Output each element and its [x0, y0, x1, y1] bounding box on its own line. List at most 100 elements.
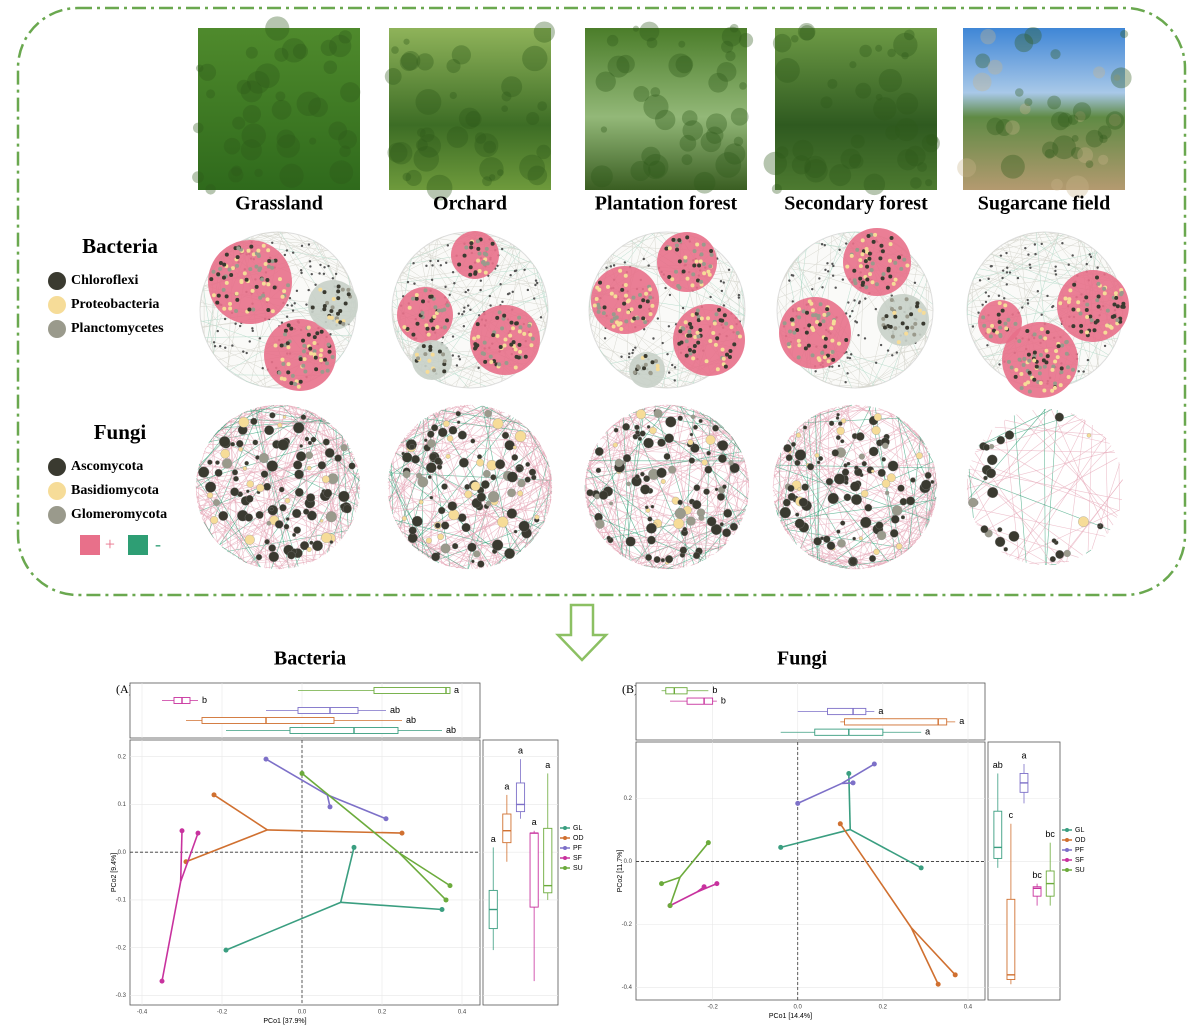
- x-tick-label: -0.2: [707, 1005, 718, 1011]
- fungi-node: [1054, 412, 1064, 422]
- fungi-node: [329, 540, 334, 544]
- legend-label: SF: [573, 855, 582, 862]
- fungi-node: [322, 438, 330, 446]
- module-node: [319, 329, 324, 334]
- photo-texture: [873, 97, 897, 121]
- fungi-node: [983, 443, 991, 451]
- photo-texture: [1097, 125, 1112, 140]
- fungi-node: [980, 525, 989, 534]
- network-node: [824, 268, 827, 272]
- module-node: [411, 296, 416, 301]
- network-edge: [290, 405, 361, 491]
- module-node: [303, 369, 308, 374]
- module-node: [322, 307, 327, 312]
- letter: a: [532, 817, 537, 827]
- module-node: [831, 357, 836, 362]
- network-node: [737, 293, 741, 297]
- photo-texture: [328, 121, 348, 141]
- module-node: [667, 246, 672, 251]
- network-edge: [815, 415, 820, 561]
- network-edge: [674, 424, 721, 569]
- fungi-node: [861, 489, 869, 498]
- module-node: [888, 242, 893, 247]
- network-edge: [968, 235, 1070, 296]
- module-node: [821, 319, 826, 324]
- module-node: [1065, 365, 1070, 370]
- module-node: [1092, 328, 1097, 333]
- photo-texture: [706, 126, 724, 144]
- module-node: [1006, 317, 1011, 322]
- network-edge: [1085, 549, 1092, 554]
- module-node: [1115, 318, 1120, 323]
- fungi-node: [292, 532, 297, 537]
- photo-texture: [449, 91, 457, 100]
- fungi-node: [622, 423, 630, 431]
- module-node: [722, 313, 727, 318]
- network-edge: [973, 252, 1098, 279]
- module-node: [685, 276, 690, 281]
- fungi-node: [464, 490, 473, 499]
- network-node: [439, 264, 443, 267]
- module-node: [302, 343, 307, 348]
- fungi-node: [665, 555, 674, 564]
- network-node: [462, 325, 466, 328]
- module-node: [308, 346, 313, 351]
- fungi-node: [801, 483, 809, 491]
- module-node: [1026, 352, 1031, 357]
- fungi-node: [409, 443, 415, 450]
- module-node: [844, 338, 849, 343]
- fungi-node: [873, 548, 880, 555]
- module-node: [485, 261, 490, 266]
- module-node: [655, 363, 660, 368]
- fungi-node: [246, 489, 250, 494]
- network-edge: [859, 370, 904, 389]
- network-node: [642, 328, 646, 331]
- fungi-node: [594, 447, 604, 456]
- network-edge: [221, 427, 291, 569]
- module-node: [1009, 365, 1014, 370]
- module-node: [892, 310, 897, 315]
- module-node: [1019, 372, 1024, 377]
- module-node: [442, 325, 447, 330]
- network-node: [1054, 265, 1057, 268]
- module-node: [858, 276, 863, 281]
- network-edge: [278, 558, 318, 570]
- network-node: [666, 352, 669, 356]
- module-node: [638, 304, 643, 309]
- fungi-node: [516, 465, 523, 473]
- network-node: [534, 279, 538, 282]
- network-node: [286, 304, 289, 307]
- module-node: [643, 362, 648, 367]
- photo-texture: [446, 126, 469, 148]
- legend-key: [563, 866, 567, 870]
- network-node: [1001, 269, 1005, 272]
- network-edge: [398, 255, 415, 278]
- network-edge: [416, 405, 484, 550]
- fungi-node: [710, 524, 722, 535]
- box: [665, 687, 688, 695]
- network-node: [841, 278, 845, 281]
- network-node: [1061, 241, 1064, 245]
- module-node: [234, 309, 239, 314]
- module-node: [683, 320, 688, 325]
- network-node: [788, 279, 791, 282]
- fungi-node: [506, 471, 518, 483]
- module-node: [623, 273, 628, 278]
- photo-texture: [501, 105, 509, 113]
- fungi-node: [268, 551, 280, 562]
- point: [778, 844, 784, 850]
- fungi-node: [477, 454, 483, 460]
- legend-key: [1065, 848, 1069, 852]
- network-node: [886, 349, 890, 352]
- photo-texture: [1042, 141, 1059, 158]
- module-node: [491, 333, 496, 338]
- network-edge: [286, 232, 345, 269]
- network-edge: [708, 416, 731, 435]
- photo-texture: [733, 136, 744, 147]
- photo-texture: [416, 128, 426, 137]
- photo-texture: [1065, 175, 1089, 199]
- module-node: [667, 275, 672, 280]
- module-node: [611, 324, 616, 329]
- legend-label: SF: [1075, 857, 1084, 864]
- module-node: [293, 382, 298, 387]
